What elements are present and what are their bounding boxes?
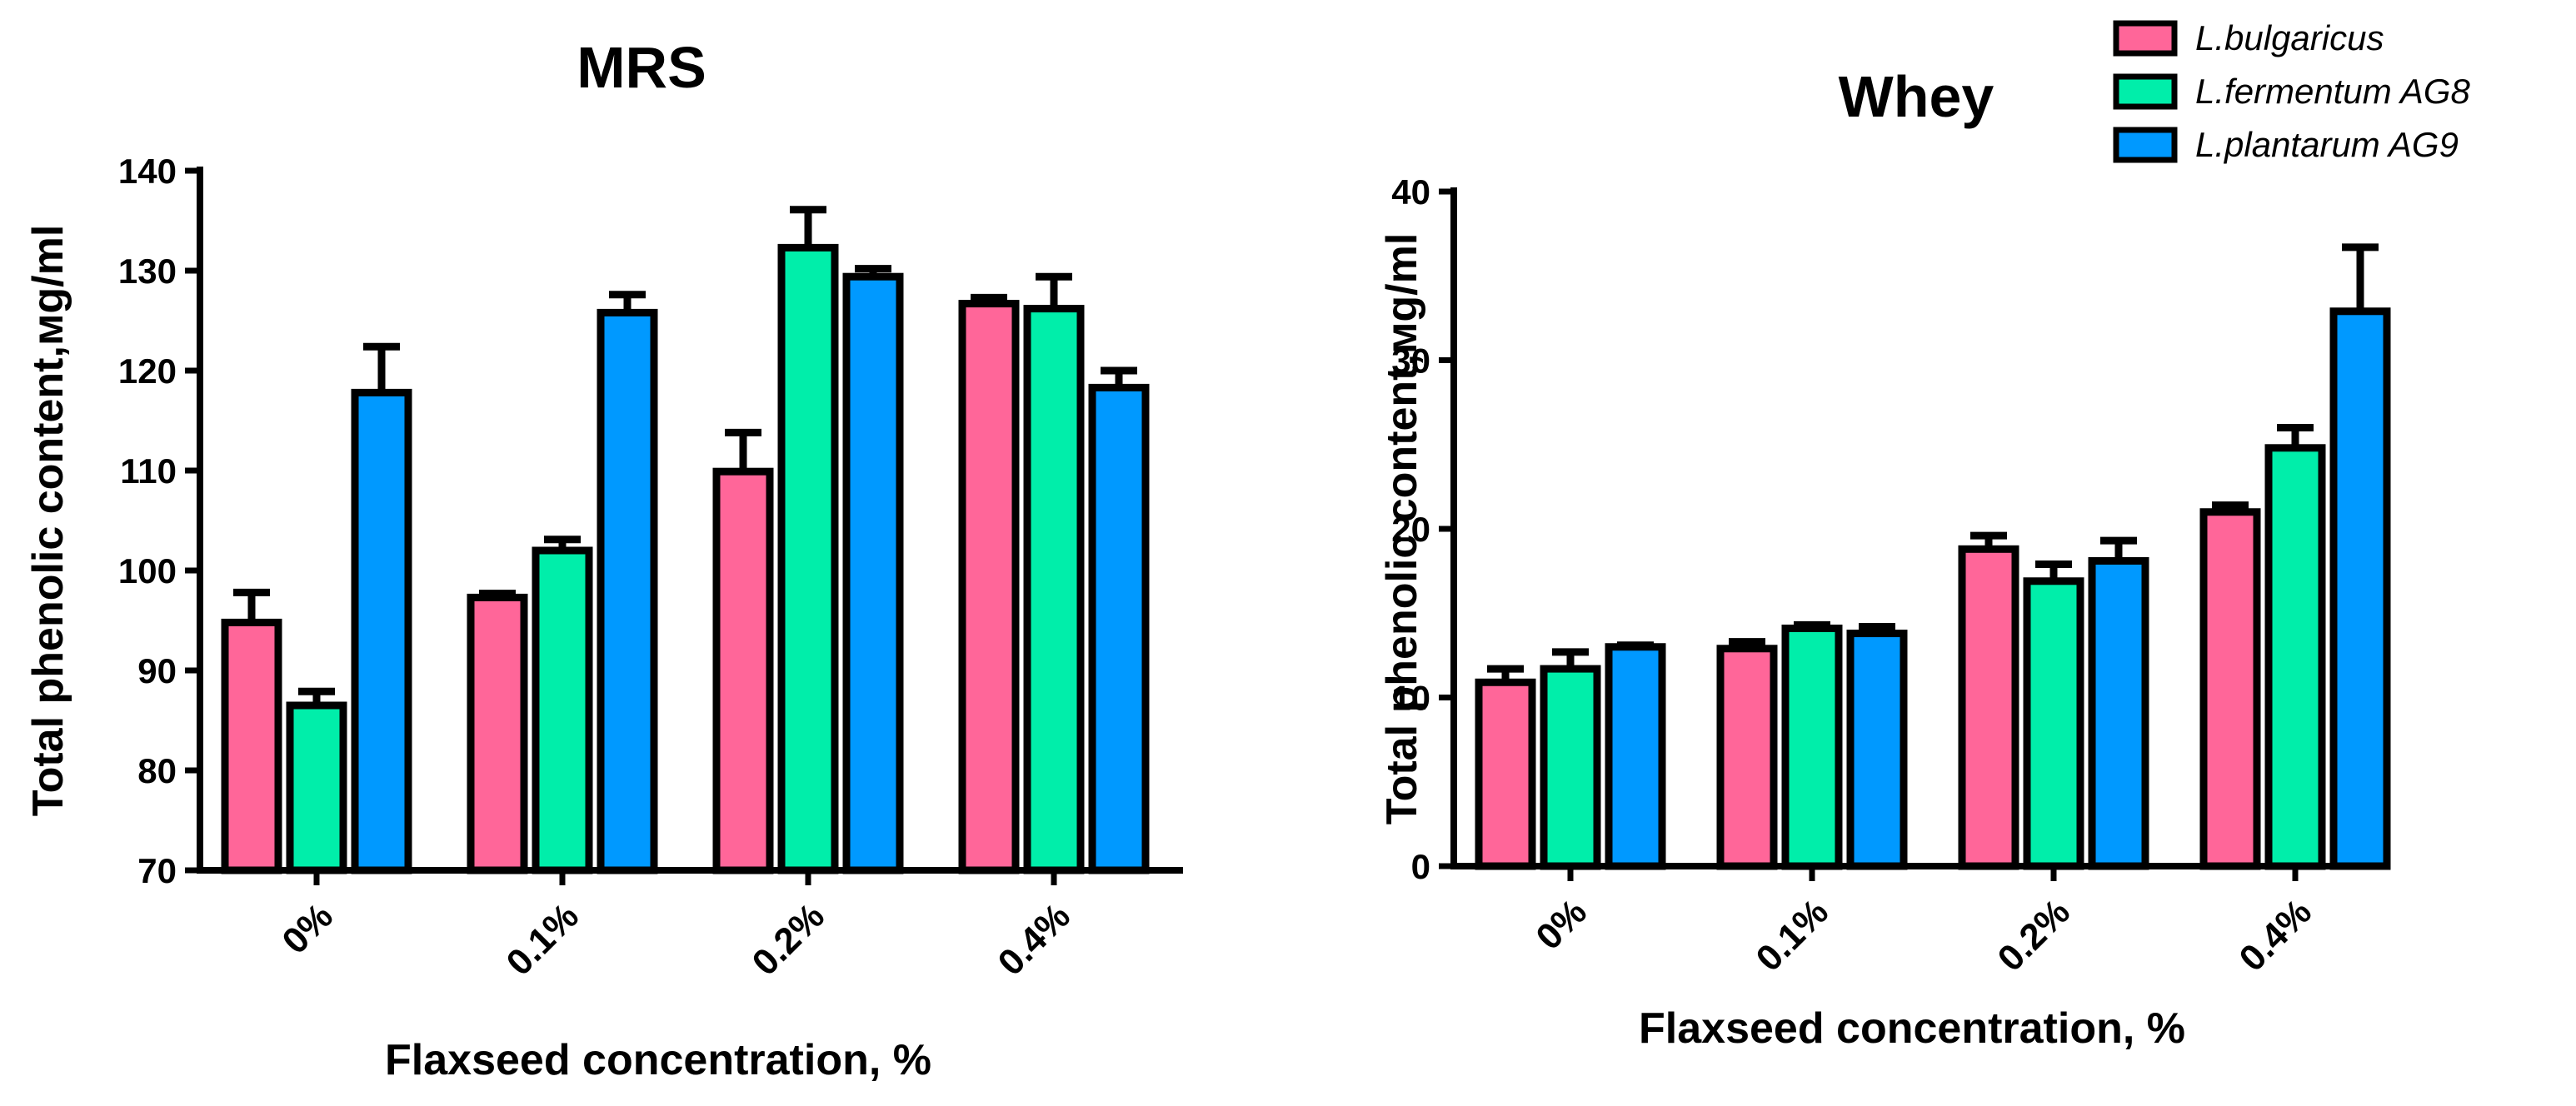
x-tick-label: 0.2%: [1990, 891, 2079, 979]
bar: [777, 243, 839, 874]
bar: [2199, 508, 2261, 870]
bar: [1475, 678, 1536, 870]
y-tick-label: 40: [1391, 172, 1430, 212]
y-tick-label: 140: [118, 152, 177, 191]
chart-title: Whey: [1839, 64, 1994, 129]
bar: [958, 300, 1020, 874]
bar: [1605, 643, 1666, 870]
bar: [351, 388, 412, 874]
bar: [1088, 383, 1150, 874]
x-tick-label: 0%: [1528, 891, 1595, 958]
bar: [1023, 305, 1085, 874]
y-tick-label: 110: [120, 451, 177, 491]
x-tick-label: 0.4%: [991, 895, 1079, 984]
x-tick-label: 0.1%: [499, 895, 587, 984]
y-tick-label: 100: [118, 551, 177, 590]
y-tick-label: 120: [118, 351, 177, 391]
legend-swatch: [2113, 73, 2178, 110]
bar: [2088, 556, 2149, 870]
y-axis-title: Total phenolic content,мg/ml: [1378, 233, 1426, 825]
legend-swatch: [2113, 127, 2178, 163]
bar: [842, 272, 904, 874]
legend-label: L.bulgaricus: [2195, 18, 2384, 57]
x-tick-label: 0.4%: [2232, 891, 2320, 979]
chart-whey: Whey Total phenolic content,мg/ml Flaxseed…: [1378, 64, 2391, 1053]
chart-title: MRS: [577, 35, 706, 100]
x-tick-label: 0.1%: [1749, 891, 1837, 979]
chart-mrs: MRS Total phenolic content,мg/ml Flaxseed …: [24, 35, 1183, 1084]
bar: [532, 546, 593, 874]
bar: [1781, 624, 1843, 870]
bar: [1958, 545, 2019, 870]
x-tick-label: 0%: [274, 895, 341, 962]
legend-swatch: [2113, 20, 2178, 57]
bar: [597, 308, 658, 874]
bar: [221, 618, 282, 874]
bar: [2023, 577, 2084, 870]
bar: [712, 467, 774, 874]
legend-label: L.fermentum AG8: [2195, 72, 2471, 111]
bar: [467, 593, 528, 874]
bar: [1540, 665, 1601, 870]
legend: L.bulgaricus L.fermentum AG8 L.plantarum A…: [2113, 18, 2471, 164]
bar: [1716, 645, 1778, 870]
y-tick-label: 90: [137, 651, 177, 690]
y-tick-label: 20: [1391, 510, 1430, 549]
y-tick-label: 0: [1411, 847, 1430, 886]
y-tick-label: 10: [1391, 679, 1430, 718]
x-axis-title: Flaxseed concentration, %: [1639, 1004, 2185, 1053]
x-axis-title: Flaxseed concentration, %: [385, 1036, 931, 1084]
y-axis-title: Total phenolic content,мg/ml: [24, 225, 72, 817]
y-tick-label: 70: [137, 851, 177, 890]
y-tick-label: 80: [137, 751, 177, 790]
bar: [2264, 444, 2326, 870]
bar: [1846, 630, 1908, 870]
y-tick-label: 130: [118, 252, 177, 291]
bar: [2329, 307, 2391, 870]
y-tick-label: 30: [1391, 341, 1430, 381]
x-tick-label: 0.2%: [745, 895, 833, 984]
legend-label: L.plantarum AG9: [2195, 125, 2459, 164]
bar: [286, 701, 347, 874]
